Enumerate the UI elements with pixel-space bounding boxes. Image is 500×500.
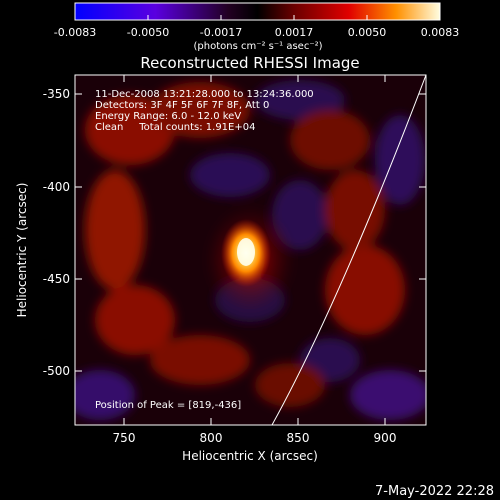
x-tick-label: 900: [374, 431, 397, 445]
y-axis-label: Heliocentric Y (arcsec): [15, 183, 29, 318]
y-tick-label: -350: [43, 87, 70, 101]
colorbar-tick-label: -0.0050: [127, 26, 169, 39]
colorbar-gradient: [74, 2, 441, 21]
peak-position: Position of Peak = [819,-436]: [95, 400, 241, 411]
x-tick-label: 750: [113, 431, 136, 445]
colorbar-tick-label: 0.0050: [348, 26, 387, 39]
colorbar-tick-label: 0.0017: [275, 26, 314, 39]
annotation-detectors: Detectors: 3F 4F 5F 6F 7F 8F, Att 0: [95, 100, 269, 111]
footer-date: 7-May-2022 22:28: [375, 484, 494, 499]
y-tick-label: -400: [43, 180, 70, 194]
y-axis-ticks: [75, 93, 426, 372]
x-tick-label: 850: [287, 431, 310, 445]
x-axis-label: Heliocentric X (arcsec): [182, 449, 318, 463]
annotation-clean: Clean Total counts: 1.91E+04: [95, 122, 255, 133]
colorbar-tick-label: -0.0017: [200, 26, 242, 39]
x-axis-ticks: [123, 75, 386, 425]
x-tick-label: 800: [200, 431, 223, 445]
colorbar-units: (photons cm⁻² s⁻¹ asec⁻²): [193, 41, 322, 52]
plot-frame: [74, 74, 427, 426]
y-tick-label: -450: [43, 272, 70, 286]
image-title: Reconstructed RHESSI Image: [140, 54, 359, 72]
solar-image: [75, 75, 426, 425]
colorbar-ticks: [74, 15, 441, 20]
annotation-energy: Energy Range: 6.0 - 12.0 keV: [95, 111, 241, 122]
y-tick-label: -500: [43, 364, 70, 378]
solar-limb: [271, 75, 426, 425]
colorbar-tick-label: 0.0083: [421, 26, 460, 39]
colorbar: -0.0083 -0.0050 -0.0017 0.0017 0.0050 0.…: [54, 2, 460, 52]
colorbar-tick-label: -0.0083: [54, 26, 96, 39]
annotation-time: 11-Dec-2008 13:21:28.000 to 13:24:36.000: [95, 89, 314, 100]
